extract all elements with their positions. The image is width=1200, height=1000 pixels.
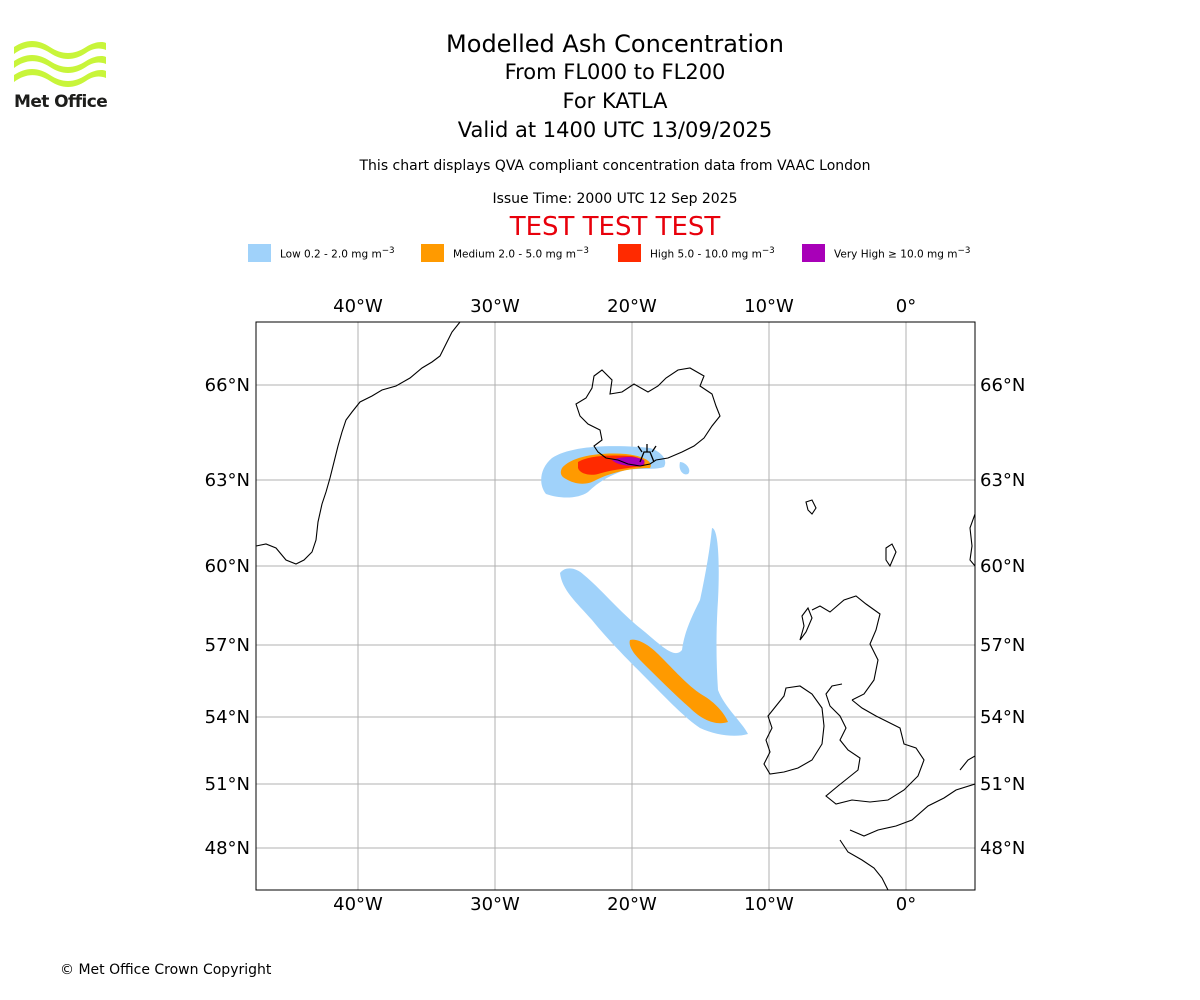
coast-france-west [839,839,889,890]
coast-britain [825,683,925,805]
legend-swatch-medium [421,244,444,262]
legend-swatch-low [248,244,271,262]
map-frame [255,321,976,891]
lat-label-left: 51°N [205,774,250,795]
lat-label-right: 60°N [980,556,1025,577]
lat-label-right: 66°N [980,375,1025,396]
lon-label-bottom: 20°W [607,894,657,915]
flight-levels: From FL000 to FL200 [504,60,726,84]
chart-titles: Modelled Ash Concentration From FL000 to… [315,30,915,145]
copyright: © Met Office Crown Copyright [60,962,272,978]
coast-faroes [805,499,817,515]
coast-outer-hebrides [799,606,813,641]
lat-label-right: 54°N [980,707,1025,728]
coast-france [849,783,975,837]
lon-label-top: 30°W [470,296,520,317]
lat-label-left: 57°N [205,635,250,656]
legend-label-medium: Medium 2.0 - 5.0 mg m−3 [453,245,589,261]
legend-swatch-high [618,244,641,262]
ash-area-very-high [612,457,645,467]
legend-label-high: High 5.0 - 10.0 mg m−3 [650,245,775,261]
lon-label-top: 10°W [744,296,794,317]
coast-shetland [885,543,897,568]
lon-label-bottom: 0° [896,894,916,915]
issue-time: Issue Time: 2000 UTC 12 Sep 2025 [492,191,738,207]
lon-label-bottom: 40°W [333,894,383,915]
lon-label-top: 40°W [333,296,383,317]
chart-title: Modelled Ash Concentration [446,30,784,58]
ash-area-low-iceland-east [679,462,690,475]
legend-item-medium: Medium 2.0 - 5.0 mg m−3 [421,244,589,262]
chart-subtitle: This chart displays QVA compliant concen… [359,158,871,174]
lon-label-top: 20°W [607,296,657,317]
ash-area-medium-south [629,639,728,724]
lat-label-left: 66°N [205,375,250,396]
test-banner: TEST TEST TEST [509,212,721,242]
lon-label-bottom: 10°W [744,894,794,915]
coast-ireland [763,685,825,775]
coast-iceland [575,367,721,467]
lat-label-right: 51°N [980,774,1025,795]
ash-area-low-south [560,528,748,736]
volcano-icon [637,444,657,463]
coast-greenland [256,322,461,565]
lat-label-left: 48°N [205,838,250,859]
coastlines [256,322,975,890]
lat-label-right: 63°N [980,470,1025,491]
legend-item-low: Low 0.2 - 2.0 mg m−3 [248,244,395,262]
axis-labels: 40°W 30°W 20°W 10°W 0° 40°W 30°W 20°W 10… [205,296,1026,915]
legend-label-low: Low 0.2 - 2.0 mg m−3 [280,245,395,261]
valid-time: Valid at 1400 UTC 13/09/2025 [457,118,773,142]
coast-norway [969,513,975,567]
lon-label-top: 0° [896,296,916,317]
legend-label-very-high: Very High ≥ 10.0 mg m−3 [834,245,971,261]
lat-label-left: 54°N [205,707,250,728]
legend-item-very-high: Very High ≥ 10.0 mg m−3 [802,244,970,262]
lat-label-left: 60°N [205,556,250,577]
legend-swatch-very-high [802,244,825,262]
lat-label-right: 48°N [980,838,1025,859]
lat-label-right: 57°N [980,635,1025,656]
ash-plumes [541,446,748,736]
coast-netherlands [959,755,975,771]
logo-text: Met Office [14,92,108,112]
volcano-name: For KATLA [562,89,668,113]
lon-label-bottom: 30°W [470,894,520,915]
coast-scotland [811,595,881,701]
lat-label-left: 63°N [205,470,250,491]
legend-item-high: High 5.0 - 10.0 mg m−3 [618,244,775,262]
met-office-logo [14,41,106,87]
